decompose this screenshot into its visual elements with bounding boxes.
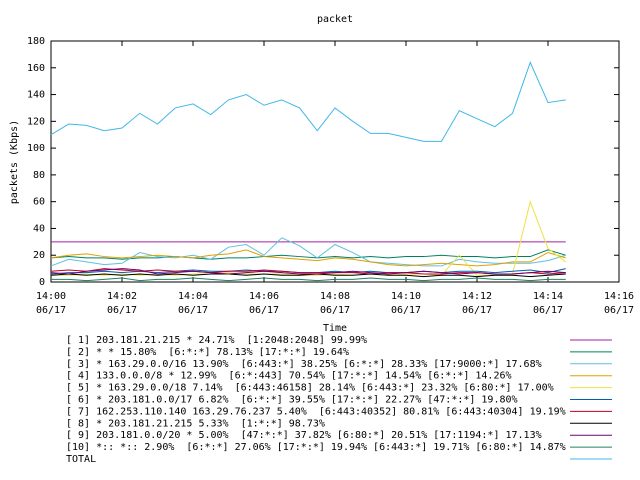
legend-label: [ 8] * 203.181.21.215 5.33% [1:*:*] 98.7… [66,418,325,429]
legend-label: [ 4] 133.0.0.0/8 * 12.99% [6:*:443] 70.5… [66,371,512,382]
x-tick-label: 14:00 06/17 [36,291,66,316]
legend-label: [10] *:: *:: 2.90% [6:*:*] 27.06% [17:*:… [66,442,566,453]
legend-label: [ 9] 203.181.0.0/20 * 5.00% [47:*:*] 37.… [66,430,542,441]
series-line [50,249,566,267]
x-tick-label: 14:16 06/17 [604,291,634,316]
legend-label: [ 1] 203.181.21.215 * 24.71% [1:2048:204… [66,335,367,346]
series-line [50,273,566,278]
y-tick-label: 20 [33,250,45,261]
x-tick-label: 14:08 06/17 [320,291,350,316]
y-tick-label: 60 [33,197,45,208]
series-line [51,277,566,282]
x-tick-label: 14:02 06/17 [107,291,137,316]
legend-label: TOTAL [66,454,96,465]
y-tick-label: 120 [27,116,45,127]
x-tick-label: 14:14 06/17 [533,291,563,316]
y-tick-label: 80 [33,170,45,181]
y-tick-label: 100 [27,143,45,154]
series-line [51,199,567,276]
legend-label: [ 6] * 203.181.0.0/17 6.82% [6:*:*] 39.5… [66,395,518,406]
y-axis-label: packets (Kbps) [9,120,20,204]
y-tick-label: 0 [39,277,45,288]
plot-frame [50,40,620,283]
x-axis-label: Time [323,323,347,334]
y-tick-label: 180 [27,36,45,47]
legend-label: [ 7] 162.253.110.140 163.29.76.237 5.40%… [66,406,566,417]
legend-label: [ 5] * 163.29.0.0/18 7.14% [6:443:46158]… [66,383,554,394]
chart-title: packet [317,14,353,25]
y-tick-label: 140 [27,90,45,101]
series-line [50,249,566,260]
legend-label: [ 2] * * 15.80% [6:*:*] 78.13% [17:*:*] … [66,347,349,358]
legend-label: [ 3] * 163.29.0.0/16 13.90% [6:443:*] 38… [66,359,542,370]
x-tick-label: 14:06 06/17 [249,291,279,316]
series-line [50,268,566,275]
series-line [50,237,566,267]
y-tick-label: 40 [33,223,45,234]
y-tick-label: 160 [27,63,45,74]
series-line [50,61,566,142]
x-tick-label: 14:12 06/17 [462,291,492,316]
x-tick-label: 14:10 06/17 [391,291,421,316]
x-tick-label: 14:04 06/17 [178,291,208,316]
